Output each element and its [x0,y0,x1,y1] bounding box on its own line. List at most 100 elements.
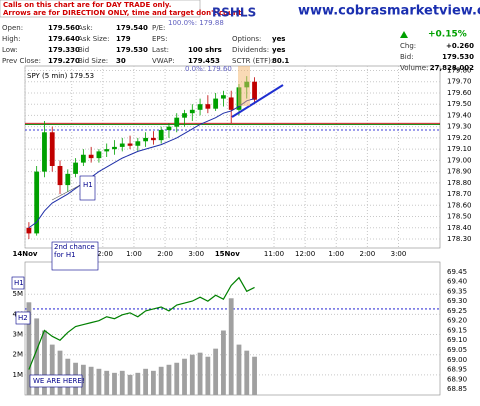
annotation: H2 [18,314,28,322]
y2-tick-label: 68.85 [447,385,467,393]
quote-value: 179.530 [116,46,148,54]
chart-title: SPY (5 min) 179.53 [27,72,94,80]
y-tick-label: 1M [13,371,24,379]
x-tick-label: 1:00 [328,250,344,258]
volume-bar [34,318,40,395]
candle-body [119,143,125,147]
annotation-box [11,276,25,290]
quote-value: 179.330 [48,46,80,54]
up-arrow [400,31,408,38]
quote-label: Chg: [400,42,416,50]
symbol: RSHLS [212,6,256,20]
y-tick-label: 179.20 [447,134,472,142]
quote-label: Ask: [78,24,93,32]
volume-bar [189,354,195,395]
x-tick-label: 2:00 [157,250,173,258]
quote-label: Volume: [400,64,428,72]
y2-tick-label: 69.00 [447,356,467,364]
change-pct: +0.15% [428,30,467,40]
y2-tick-label: 68.95 [447,366,467,374]
volume-bar [182,358,187,395]
quote-label: VWAP: [152,57,175,65]
price-line [28,276,255,370]
quote-table: Open: 179.560 High: 179.640 Low: 179.330 Prev … [2,24,474,72]
y2-tick-label: 69.05 [447,346,467,354]
quote-label: High: [2,35,20,43]
candle-body [73,162,78,174]
candle-body [34,171,40,234]
annotation: WE ARE HERE! [33,377,85,385]
y-tick-label: 178.90 [447,168,472,176]
candle-body [26,227,32,234]
annotation-wrap: 2nd chance for H1 [54,243,95,259]
candle-body [88,154,94,159]
y-tick-label: 178.40 [447,224,472,232]
y2-tick-label: 69.15 [447,326,467,334]
quote-label: Dividends: [232,46,269,54]
volume-bar [158,366,164,395]
candle-body [228,97,234,110]
site: www.cobrasmarketview.com [298,4,480,19]
y-tick-label: 179.60 [447,89,472,97]
notice-box [0,0,201,18]
quote-value: yes [272,46,285,54]
y-tick-label: 179.10 [447,145,472,153]
quote-value: 179.270 [48,57,80,65]
quote-label: P/E: [152,24,165,32]
notice: Calls on this chart are for DAY TRADE on… [3,1,171,9]
y-tick-label: 178.80 [447,179,472,187]
quote-value: 179.540 [116,24,148,32]
x-tick-label: 15Nov [215,250,240,258]
quote-value: 80.1 [272,57,289,65]
x-tick-label: 1:00 [126,250,142,258]
y-tick-label: 3M [13,331,24,339]
x-tick-label: 12:00 [93,250,113,258]
y-tick-label: 178.70 [447,190,472,198]
volume-bar [88,366,94,395]
y2-tick-label: 69.30 [447,297,467,305]
quote-value: 179.640 [48,35,80,43]
candle-body [65,173,71,186]
fib-label: 100.0%: 179.88 [168,19,224,27]
fib-label: 0.0%: 179.60 [185,65,232,73]
quote-label: Bid: [400,53,414,61]
x-tick-label: 12:00 [295,250,315,258]
y2-tick-label: 69.40 [447,278,467,286]
volume-bar [228,298,234,395]
volume-bar [244,350,250,395]
x-tick-label: 11:00 [264,250,284,258]
volume-bar [150,370,156,395]
volume-bar [143,368,149,395]
notice: Arrows are for DIRECTION ONLY, time and … [3,9,244,17]
volume-bar [213,348,219,395]
candle-body [182,113,187,118]
quote-label: Ask Size: [78,35,109,43]
volume-bar [221,330,226,395]
x-tick-label: 14Nov [13,250,38,258]
candle-body [221,95,226,99]
annotation: 2nd chance for H1 [54,243,95,259]
trend-arrow [231,84,284,118]
volume-bar [127,374,133,395]
y-tick-label: 5M [13,290,24,298]
y2-tick-label: 68.90 [447,375,467,383]
volume-bar [252,356,257,395]
highlight [238,66,250,106]
y-tick-label: 179.50 [447,100,472,108]
y-tick-label: 178.60 [447,201,472,209]
y-tick-label: 179.30 [447,123,472,131]
annotation: H1 [83,181,93,189]
quote-label: Low: [2,46,18,54]
candle-body [189,109,195,114]
volume-bar [119,370,125,395]
candle-body [135,141,141,146]
y-tick-label: 179.70 [447,78,472,86]
quote-value: 100 shrs [188,46,222,54]
y2-tick-label: 69.10 [447,336,467,344]
volume-bar [112,372,117,395]
volume-bar [205,356,211,395]
candle-body [143,137,149,142]
y2-tick-label: 69.20 [447,317,467,325]
annotation: H1 [14,279,24,287]
candle-body [197,104,203,110]
